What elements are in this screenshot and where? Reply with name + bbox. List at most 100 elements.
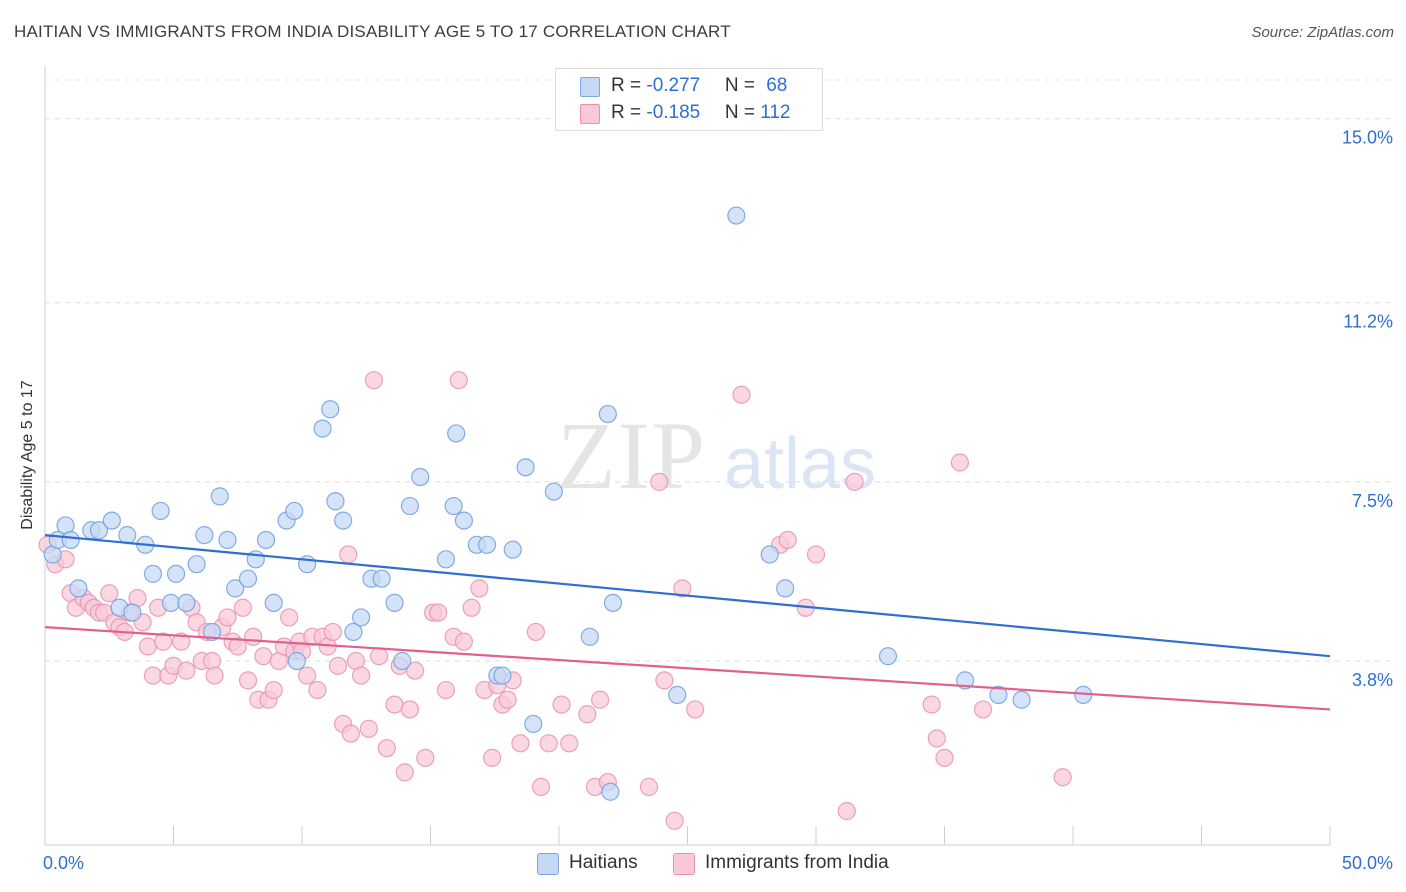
haitians-point (493, 666, 512, 685)
india-point (405, 661, 425, 680)
correlation-legend: R = -0.277 N = 68 R = -0.185 N = 112 (555, 68, 823, 131)
india-point (377, 739, 396, 758)
haitians-point (477, 535, 497, 554)
india-point (927, 729, 946, 748)
haitians-point (598, 404, 617, 424)
haitians-point (727, 206, 746, 225)
haitians-point (202, 622, 222, 642)
india-point (339, 545, 358, 564)
india-point (950, 453, 970, 472)
india-point (370, 647, 389, 666)
legend-r-value: -0.185 (646, 102, 701, 123)
haitians-point (352, 608, 371, 627)
haitians-point (372, 569, 391, 588)
india-point (308, 680, 327, 700)
haitians-point (524, 714, 543, 734)
haitians-point (313, 419, 332, 438)
india-point (560, 734, 579, 753)
watermark-zip: ZIP (557, 402, 707, 509)
y-tick-label: 11.2% (1343, 312, 1393, 332)
haitians-point (285, 501, 304, 521)
legend-label-haitians: Haitians (569, 852, 638, 873)
legend-swatch-haitians (580, 77, 600, 97)
axes (44, 66, 1331, 846)
haitians-point (444, 496, 463, 516)
haitians-point (454, 511, 474, 530)
legend-n-label: N = (724, 102, 761, 123)
haitians-point (143, 564, 163, 583)
haitians-point (187, 555, 206, 574)
legend-r-label: R = (611, 102, 647, 123)
india-point (973, 700, 993, 719)
india-point (254, 647, 273, 666)
haitians-point (516, 458, 535, 477)
india-point (845, 472, 864, 491)
india-point (143, 666, 163, 685)
haitians-trend-line (44, 534, 1331, 658)
india-point (416, 748, 435, 767)
india-point (233, 598, 252, 617)
india-point (1053, 768, 1072, 787)
india-point (935, 748, 954, 767)
haitians-point (210, 487, 229, 506)
india-point (154, 632, 173, 651)
trend-lines (44, 534, 1331, 711)
haitians-point (102, 511, 121, 530)
haitians-point (603, 593, 623, 613)
india-point (655, 671, 674, 690)
india-point (359, 719, 378, 738)
legend-n-value: 112 (760, 102, 791, 123)
haitians-point (61, 530, 80, 550)
india-point (172, 632, 191, 651)
india-point (218, 608, 237, 627)
india-point (228, 637, 247, 656)
tick-labels: 3.8% 7.5% 11.2% 15.0% 0.0% 50.0% (43, 128, 1393, 873)
haitians-point (161, 593, 181, 613)
legend-label-india: Immigrants from India (705, 852, 889, 873)
india-point (591, 690, 610, 709)
haitians-point (393, 651, 412, 671)
haitians-point (238, 569, 258, 588)
haitians-point (177, 593, 196, 613)
india-point (298, 666, 317, 685)
india-point (323, 622, 342, 642)
legend-swatch-india (673, 853, 695, 875)
haitians-point (151, 501, 170, 521)
haitians-point (89, 521, 109, 540)
haitians-point (326, 492, 345, 511)
y-tick-label: 3.8% (1352, 670, 1393, 690)
india-point (511, 734, 530, 753)
legend-r-value: -0.277 (646, 75, 701, 96)
india-point (462, 598, 481, 617)
legend-r-label: R = (611, 75, 647, 96)
data-points (38, 206, 1093, 830)
haitians-point (411, 467, 430, 487)
haitians-point (400, 496, 420, 516)
india-point (385, 695, 404, 714)
haitians-point (123, 603, 142, 622)
india-point (639, 777, 659, 796)
haitians-point (878, 647, 898, 666)
india-point (449, 371, 468, 390)
india-point (552, 695, 571, 714)
haitians-point (166, 564, 186, 583)
haitians-point (503, 540, 522, 559)
india-point (238, 671, 258, 690)
legend-swatch-haitians (537, 853, 559, 875)
india-point (341, 724, 360, 743)
haitians-point (264, 593, 283, 613)
haitians-point (955, 671, 975, 690)
watermark-atlas: atlas (724, 424, 876, 504)
y-tick-label: 15.0% (1342, 128, 1393, 148)
haitians-point (218, 530, 237, 550)
india-point (778, 530, 797, 550)
india-point (264, 680, 283, 700)
india-point (244, 627, 263, 646)
india-point (100, 584, 119, 603)
source-label[interactable]: Source: ZipAtlas.com (1251, 24, 1394, 41)
haitians-point (256, 530, 276, 550)
watermark: ZIP atlas (557, 402, 876, 509)
india-point (673, 579, 692, 598)
india-point (138, 637, 157, 656)
india-point (837, 802, 856, 821)
